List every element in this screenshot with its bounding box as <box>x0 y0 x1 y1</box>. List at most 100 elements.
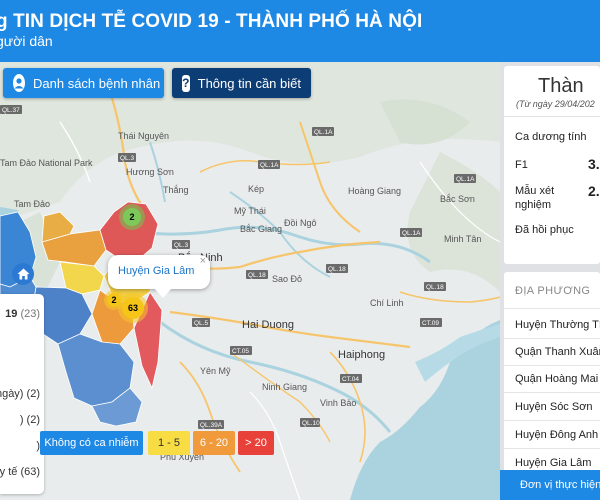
case-cluster-marker[interactable]: 2 <box>119 204 145 230</box>
district-item[interactable]: Huyện Gia Lâm <box>515 457 592 469</box>
divider <box>504 365 600 366</box>
road-shield <box>0 105 22 114</box>
terrain-area <box>407 152 500 292</box>
popup-tip <box>154 288 172 298</box>
popup-district-name: Huyện Gia Lâm <box>118 265 195 277</box>
patient-list-label: Danh sách bệnh nhân <box>33 75 161 91</box>
map-label-yen-my: Yên Mỹ <box>200 366 231 376</box>
filter-item[interactable]: ) (2) <box>19 414 40 426</box>
road-shield <box>258 160 280 169</box>
stat-value-f1: 3. <box>588 156 600 172</box>
map-canvas[interactable]: Thái Nguyên Tam Đảo National Park Hương … <box>0 62 500 500</box>
road-shield-label: QL.18 <box>328 266 346 273</box>
road-shield <box>400 228 422 237</box>
cluster-count: 63 <box>127 303 138 313</box>
divider <box>504 338 600 339</box>
road-shield-label: QL.1A <box>314 129 333 136</box>
road-shield <box>172 240 190 249</box>
bay <box>415 324 500 382</box>
district-item[interactable]: Quận Thanh Xuân <box>515 346 600 358</box>
minor-road <box>249 391 301 500</box>
question-icon: ? <box>182 74 190 92</box>
road-shield-label: CT.05 <box>232 348 249 355</box>
district-list-header: ĐỊA PHƯƠNG <box>515 285 591 297</box>
road-shield-label: QL.18 <box>426 284 444 291</box>
info-button[interactable]: ? Thông tin cần biết <box>172 68 311 98</box>
close-icon[interactable]: × <box>199 255 206 267</box>
home-button[interactable] <box>12 263 34 285</box>
district-item[interactable]: Huyện Đông Anh <box>515 429 599 441</box>
district-polygon[interactable] <box>91 387 143 427</box>
road-shield <box>312 127 334 136</box>
stat-label-positive: Ca dương tính <box>515 131 587 143</box>
map-label-thang: Thắng <box>163 185 189 195</box>
river <box>139 225 431 264</box>
road <box>179 361 241 473</box>
divider <box>504 308 600 309</box>
case-filter-panel: 19 (23) ngày) (2) ) (2) ) y tế (63) <box>0 294 44 494</box>
road-shield <box>454 174 476 183</box>
filter-item[interactable]: 19 (23) <box>5 308 40 320</box>
district-polygon[interactable] <box>41 229 107 267</box>
map-label-huong-son: Hương Sơn <box>126 167 174 177</box>
legend-1-5[interactable]: 1 - 5 <box>148 431 190 455</box>
map-label-tam-dao-park: Tam Đảo National Park <box>0 158 93 168</box>
road-shield-label: CT.09 <box>422 320 439 327</box>
road <box>229 351 331 443</box>
filter-item[interactable]: ngày) (2) <box>0 388 40 400</box>
road-shield-label: QL.37 <box>2 107 20 114</box>
road-shield-label: QL.18 <box>248 272 266 279</box>
map-label-hai-duong: Hai Duong <box>242 319 294 331</box>
stat-value-tests: 2. <box>588 183 600 199</box>
legend-6-20[interactable]: 6 - 20 <box>193 431 235 455</box>
district-item[interactable]: Huyện Sóc Sơn <box>515 401 593 413</box>
map-label-thai-nguyen: Thái Nguyên <box>118 131 169 141</box>
road-shield <box>424 282 446 291</box>
road <box>299 121 361 233</box>
cluster-count: 2 <box>129 212 135 222</box>
minor-road <box>419 161 500 243</box>
divider <box>504 448 600 449</box>
legend-over-20[interactable]: > 20 <box>238 431 274 455</box>
map-label-kep: Kép <box>248 184 264 194</box>
road-shield <box>246 270 268 279</box>
filter-item[interactable]: y tế (63) <box>0 466 40 478</box>
district-item[interactable]: Huyện Thường Tín <box>515 319 600 331</box>
map-label-haiphong: Haiphong <box>338 349 385 361</box>
info-label: Thông tin cần biết <box>197 75 301 91</box>
case-cluster-marker[interactable]: 2 <box>104 290 124 310</box>
terrain-area <box>380 99 470 145</box>
patient-list-button[interactable]: Danh sách bệnh nhân <box>3 68 164 98</box>
divider <box>504 116 600 117</box>
district-polygon[interactable] <box>41 211 75 243</box>
case-cluster-marker[interactable]: 63 <box>118 293 148 323</box>
river <box>159 320 392 433</box>
page-title: g TIN DỊCH TỄ COVID 19 - THÀNH PHỐ HÀ NỘ… <box>0 11 423 32</box>
road-shield-label: QL.39A <box>200 422 223 429</box>
district-popup: Huyện Gia Lâm × <box>108 255 210 298</box>
road-shield-label: QL.1A <box>260 162 279 169</box>
legend-no-cases[interactable]: Không có ca nhiễm <box>40 431 143 455</box>
terrain-area <box>0 62 500 222</box>
footer-credit: Đơn vị thực hiện: S <box>500 470 600 500</box>
map-label-tam-dao: Tam Đảo <box>14 199 50 209</box>
road-shield <box>340 374 362 383</box>
road-shield <box>420 318 442 327</box>
cluster-count: 2 <box>111 295 117 305</box>
filter-item[interactable]: ) <box>36 440 40 452</box>
user-icon <box>13 74 25 92</box>
map-label-ninh-giang: Ninh Giang <box>262 382 307 392</box>
summary-card: Thàn (Từ ngày 29/04/202 Ca dương tính F1… <box>504 66 600 264</box>
district-item[interactable]: Quận Hoàng Mai <box>515 373 599 385</box>
map-label-hoang-giang: Hoàng Giang <box>348 186 401 196</box>
divider <box>504 392 600 393</box>
home-icon <box>17 268 29 280</box>
map-label-phu-xuyen: Phú Xuyên <box>160 452 204 462</box>
stats-panel: Thàn (Từ ngày 29/04/202 Ca dương tính F1… <box>500 62 600 500</box>
district-list-card: ĐỊA PHƯƠNG Huyện Thường Tín Quận Thanh X… <box>504 272 600 500</box>
map-view[interactable]: Thái Nguyên Tam Đảo National Park Hương … <box>0 62 500 500</box>
river <box>149 141 166 203</box>
panel-title: Thàn <box>538 75 584 97</box>
road-shield <box>118 153 136 162</box>
sea <box>350 320 500 500</box>
